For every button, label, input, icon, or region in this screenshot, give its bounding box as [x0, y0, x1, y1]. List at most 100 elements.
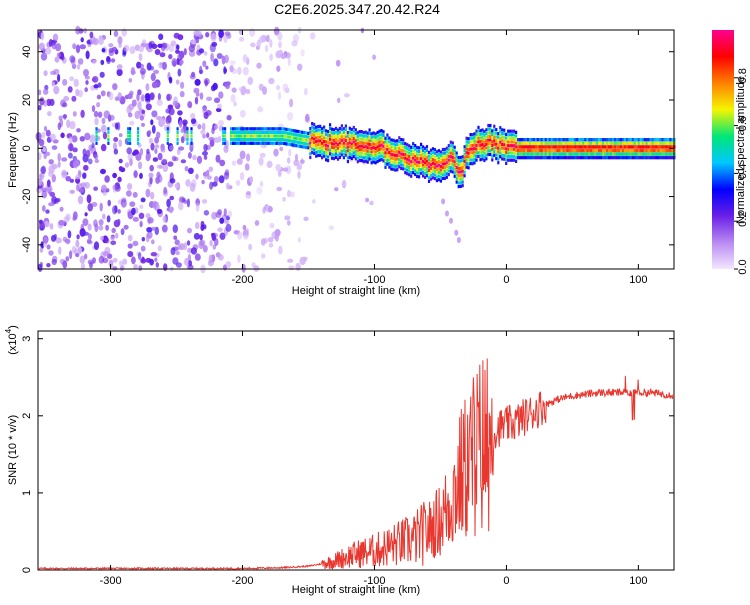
ridge-cell: [455, 173, 458, 177]
ridge-cell: [190, 138, 193, 142]
noise-speckle: [155, 262, 159, 268]
ridge-cell: [582, 156, 585, 160]
noise-speckle: [195, 202, 200, 212]
colorbar-tick-label: 0.4: [737, 164, 749, 179]
ridge-cell: [329, 126, 332, 130]
colorbar: 0.00.20.40.60.8 Normalized spectral ampl…: [712, 30, 749, 275]
ridge-cell: [311, 140, 314, 144]
ridge-cell: [665, 156, 668, 160]
ridge-cell: [307, 146, 310, 150]
noise-speckle: [77, 195, 84, 205]
noise-speckle: [147, 217, 154, 224]
ridge-cell: [295, 144, 298, 148]
ridge-cell: [491, 158, 494, 162]
ridge-cell: [663, 156, 666, 160]
ridge-cell: [615, 141, 619, 145]
ridge-cell: [425, 148, 429, 152]
ridge-cell: [453, 160, 456, 164]
noise-speckle: [287, 258, 294, 263]
ridge-cell: [307, 135, 310, 139]
ridge-cell: [429, 177, 433, 181]
ridge-cell: [425, 174, 429, 178]
ridge-cell: [303, 145, 306, 149]
ridge-cell: [291, 128, 294, 133]
ridge-cell: [610, 138, 613, 142]
ridge-cell: [279, 138, 282, 142]
ridge-cell: [237, 127, 241, 131]
ridge-cell: [360, 133, 363, 137]
noise-speckle: [299, 159, 305, 164]
noise-speckle: [69, 189, 75, 194]
ridge-cell: [487, 138, 490, 142]
ridge-cell: [224, 141, 227, 145]
ridge-cell: [427, 179, 431, 183]
ridge-cell: [479, 129, 482, 133]
noise-speckle: [46, 244, 51, 250]
noise-speckle: [127, 234, 133, 242]
noise-speckle: [276, 186, 283, 192]
ridge-cell: [497, 150, 500, 154]
ridge-cell: [524, 141, 528, 145]
ridge-cell: [489, 145, 492, 149]
noise-speckle: [246, 153, 251, 162]
ridge-cell: [398, 136, 401, 140]
noise-speckle: [79, 44, 87, 50]
ridge-cell: [348, 144, 351, 148]
ridge-cell: [481, 132, 484, 136]
ridge-cell: [420, 168, 423, 172]
ridge-cell: [461, 184, 464, 188]
ridge-cell: [542, 141, 545, 145]
ridge-cell: [259, 138, 262, 142]
ridge-cell: [574, 145, 577, 149]
ridge-cell: [433, 148, 437, 152]
noise-speckle: [197, 124, 202, 130]
ridge-cell: [313, 151, 316, 156]
ridge-cell: [325, 129, 328, 133]
ridge-cell: [445, 164, 448, 168]
ridge-cell: [501, 128, 504, 132]
noise-speckle: [75, 253, 80, 258]
ridge-cell: [273, 130, 276, 134]
ridge-cell: [233, 130, 237, 134]
ridge-cell: [608, 145, 611, 149]
ridge-cell: [338, 145, 341, 149]
noise-speckle: [328, 225, 334, 230]
ridge-cell: [449, 140, 452, 144]
ridge-cell: [568, 148, 571, 153]
ridge-cell: [509, 158, 512, 162]
ridge-cell: [364, 156, 367, 160]
ridge-cell: [637, 138, 640, 142]
ridge-cell: [441, 155, 444, 159]
ridge-cell: [269, 141, 272, 145]
ridge-cell: [388, 143, 391, 147]
noise-speckle: [165, 108, 171, 114]
noise-speckle: [141, 39, 147, 48]
ridge-cell: [449, 166, 452, 170]
ridge-cell: [327, 133, 330, 137]
ridge-cell: [517, 152, 520, 156]
ridge-cell: [342, 148, 345, 152]
ridge-cell: [556, 148, 559, 153]
noise-speckle: [193, 30, 200, 36]
ridge-cell: [469, 136, 472, 140]
noise-speckle: [113, 219, 121, 228]
noise-speckle: [162, 164, 169, 173]
ridge-cell: [629, 152, 632, 156]
noise-speckle: [195, 173, 199, 180]
x-tick-label: -100: [363, 274, 385, 286]
ridge-cell: [295, 140, 298, 144]
ridge-cell: [390, 167, 393, 171]
ridge-cell: [386, 144, 389, 148]
ridge-cell: [463, 156, 466, 160]
noise-speckle: [213, 97, 221, 104]
noise-speckle: [39, 97, 45, 106]
ridge-cell: [301, 137, 304, 142]
ridge-cell: [493, 142, 496, 146]
ridge-cell: [586, 138, 589, 142]
ridge-cell: [107, 141, 110, 145]
ridge-cell: [473, 157, 476, 161]
noise-speckle: [456, 237, 461, 243]
noise-speckle: [246, 190, 251, 196]
noise-speckle: [138, 63, 145, 69]
ridge-cell: [614, 141, 617, 145]
